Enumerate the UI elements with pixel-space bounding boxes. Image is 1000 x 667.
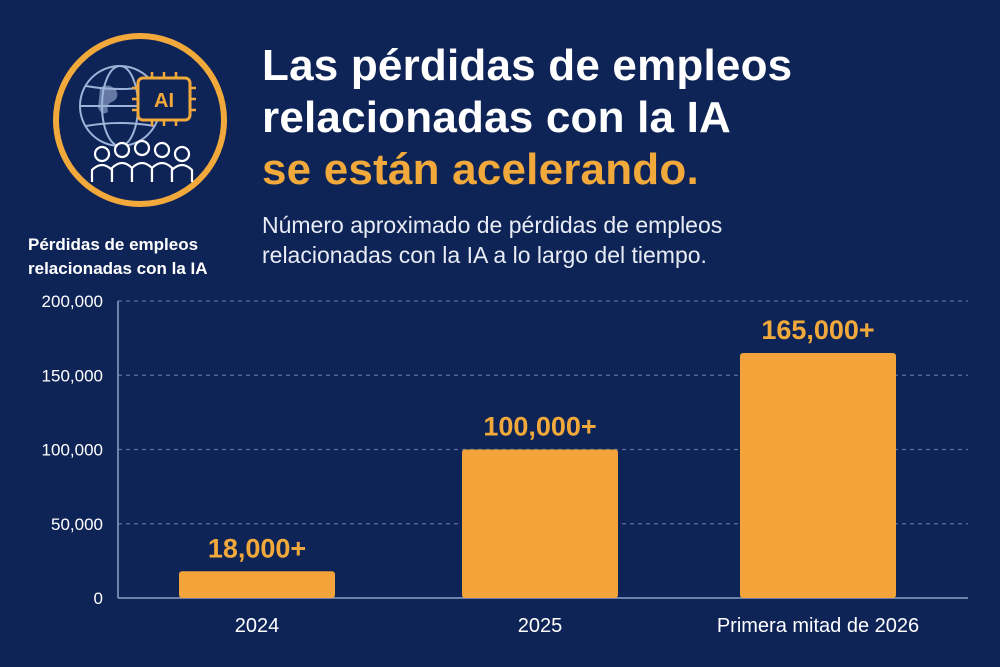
- x-tick-label: 2024: [235, 615, 280, 637]
- bar-2025: [462, 449, 618, 598]
- bar-primera-mitad-de-2026: [740, 352, 896, 598]
- title-block: Las pérdidas de empleos relacionadas con…: [262, 40, 982, 270]
- y-axis-label: Pérdidas de empleos relacionadas con la …: [28, 235, 208, 278]
- bar-value-label: 100,000+: [483, 412, 596, 442]
- x-tick-label: Primera mitad de 2026: [717, 615, 919, 637]
- title-line-1: Las pérdidas de empleos: [262, 41, 793, 90]
- y-tick-label: 100,000: [42, 441, 103, 460]
- ai-jobs-emblem: AI: [53, 33, 227, 207]
- bar-value-label: 165,000+: [761, 315, 874, 345]
- subtitle: Número aproximado de pérdidas de empleos…: [262, 212, 723, 268]
- title-line-accent: se están acelerando.: [262, 145, 699, 194]
- emblem-badge-text: AI: [154, 90, 174, 112]
- bar-2024: [179, 571, 335, 598]
- y-tick-label: 0: [94, 589, 103, 608]
- people-group-icon: [90, 139, 194, 182]
- ai-chip-icon: AI: [132, 72, 196, 126]
- bar-value-label: 18,000+: [208, 533, 306, 563]
- y-tick-label: 200,000: [42, 292, 103, 311]
- x-tick-label: 2025: [518, 615, 563, 637]
- y-tick-label: 50,000: [51, 515, 103, 534]
- title-line-2: relacionadas con la IA: [262, 93, 732, 142]
- y-tick-label: 150,000: [42, 366, 103, 385]
